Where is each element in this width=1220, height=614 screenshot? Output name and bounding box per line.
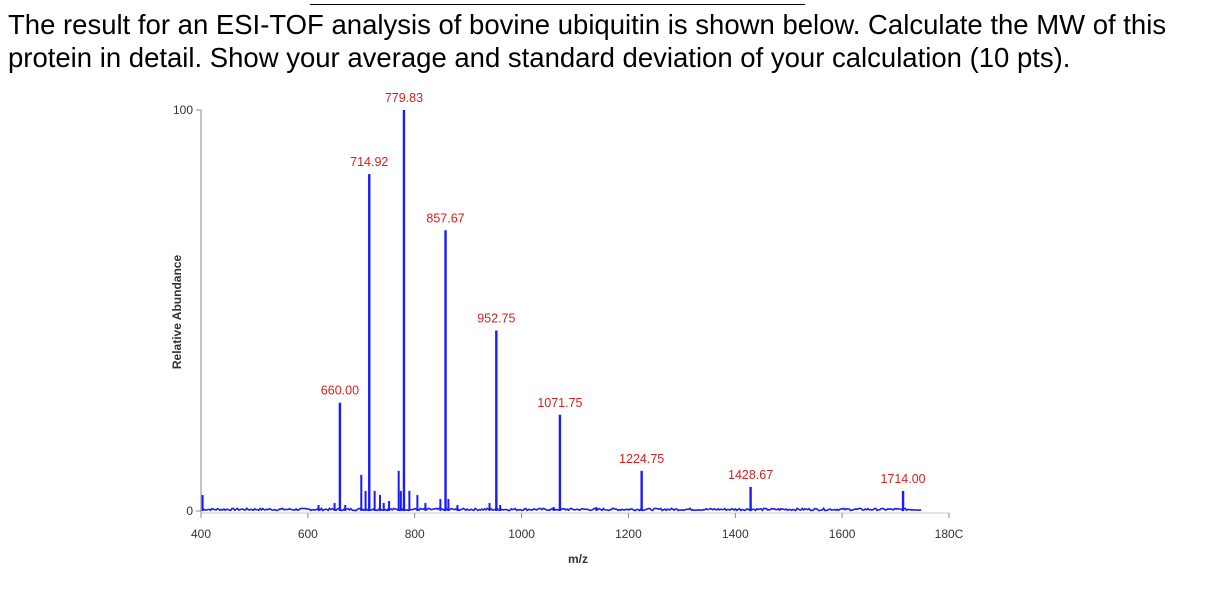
- chart-axes: 0 100 400 600 800 1000 1200 1400 1600 180C: [173, 103, 964, 541]
- peak-label: 952.75: [477, 312, 515, 326]
- x-tick-label: 1200: [615, 527, 642, 541]
- x-tick-label: 1400: [722, 527, 749, 541]
- peak-label: 1224.75: [619, 452, 664, 466]
- peak-label: 1071.75: [537, 396, 582, 410]
- x-tick-label: 600: [298, 527, 318, 541]
- x-axis-title: m/z: [568, 552, 588, 566]
- spectrum-trace-layer: [201, 110, 922, 512]
- top-rule: [310, 4, 805, 5]
- peak-label: 660.00: [321, 384, 359, 398]
- x-tick-label: 1000: [508, 527, 535, 541]
- y-tick-label: 100: [173, 103, 193, 117]
- x-tick-label: 1600: [829, 527, 856, 541]
- y-axis-title: Relative Abundance: [170, 255, 184, 370]
- peak-label: 857.67: [426, 211, 464, 225]
- peak-label: 1428.67: [728, 468, 773, 482]
- x-tick-label: 800: [405, 527, 425, 541]
- x-tick-label: 400: [191, 527, 211, 541]
- peak-label: 1714.00: [880, 472, 925, 486]
- x-tick-label: 180C: [935, 527, 964, 541]
- y-tick-label: 0: [186, 504, 193, 518]
- peak-label: 779.83: [385, 91, 423, 105]
- spectrum-baseline-trace: [202, 506, 922, 512]
- peak-label-layer: 660.00 714.92 779.83 857.67 952.75 1071.75 122…: [321, 91, 926, 486]
- peak-label: 714.92: [350, 155, 388, 169]
- question-text: The result for an ESI-TOF analysis of bo…: [8, 9, 1167, 73]
